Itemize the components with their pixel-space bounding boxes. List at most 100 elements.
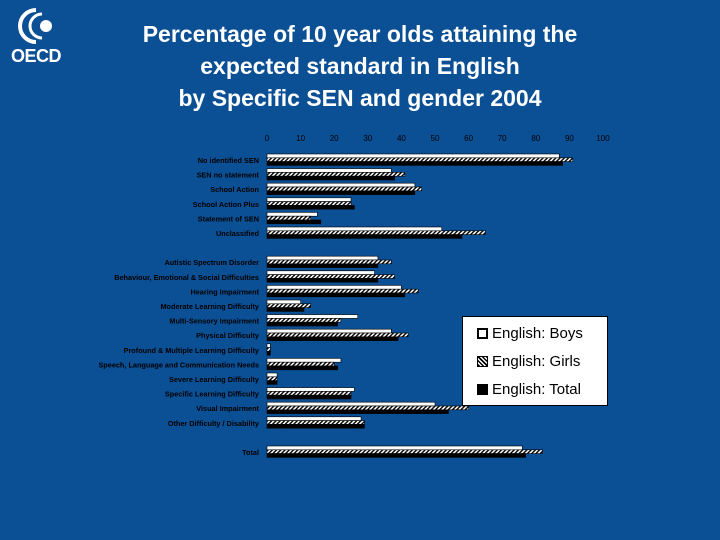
- bar-boys: [266, 343, 271, 348]
- bar-boys: [266, 270, 375, 275]
- bar-boys: [266, 387, 355, 392]
- bar-boys: [266, 445, 523, 451]
- bar-girls: [266, 347, 271, 352]
- chart-title-line-1: Percentage of 10 year olds attaining the: [142, 21, 578, 47]
- bar-total: [266, 453, 527, 458]
- bar-girls: [266, 288, 419, 294]
- bar-boys: [266, 299, 301, 305]
- category-label: Hearing Impairment: [190, 287, 259, 296]
- x-tick-label: 100: [596, 134, 610, 143]
- legend-swatch-boys: [477, 328, 488, 339]
- category-label: Moderate Learning Difficulty: [160, 302, 259, 311]
- bar-boys: [266, 255, 379, 261]
- oecd-logo: OECD: [8, 8, 64, 68]
- bar-girls: [266, 172, 406, 177]
- bar-boys: [266, 197, 352, 202]
- legend-label-girls: English: Girls: [492, 353, 581, 370]
- bar-girls: [266, 420, 365, 425]
- bar-total: [266, 161, 563, 166]
- x-tick-label: 0: [265, 134, 270, 143]
- x-axis-tick-labels: 0 10 20 30 40 50 60 70 80 90 100: [265, 134, 610, 143]
- bar-boys: [266, 358, 342, 363]
- x-tick-label: 40: [397, 134, 406, 143]
- bar-total: [266, 175, 395, 181]
- bar-boys: [266, 285, 402, 290]
- bars: [266, 153, 574, 458]
- legend-swatch-total: [477, 384, 488, 395]
- category-label: Total: [242, 448, 259, 457]
- bar-boys: [266, 153, 560, 159]
- x-tick-label: 80: [531, 134, 540, 143]
- bar-girls: [266, 318, 342, 323]
- bar-girls: [266, 361, 335, 367]
- bar-girls: [266, 449, 543, 454]
- category-label: Statement of SEN: [198, 214, 259, 223]
- bar-girls: [266, 376, 278, 381]
- bar-girls: [266, 215, 311, 221]
- legend: English: Boys English: Girls English: To…: [462, 316, 608, 406]
- bar-total: [266, 424, 365, 429]
- x-tick-label: 90: [565, 134, 574, 143]
- x-tick-label: 30: [363, 134, 372, 143]
- bar-total: [266, 336, 399, 341]
- bar-boys: [266, 314, 359, 319]
- category-label: Physical Difficulty: [196, 331, 260, 340]
- bar-boys: [266, 372, 278, 378]
- bar-total: [266, 205, 355, 210]
- category-label: Behaviour, Emotional & Social Difficulti…: [114, 273, 259, 282]
- bar-girls: [266, 230, 486, 235]
- category-label: Specific Learning Difficulty: [165, 390, 260, 399]
- category-label: Visual Impairment: [196, 404, 259, 413]
- chart-title-line-2: expected standard in English: [200, 53, 520, 79]
- bar-girls: [266, 157, 574, 162]
- bar-girls: [266, 303, 311, 308]
- oecd-emblem-icon: [18, 8, 52, 44]
- category-label: Autistic Spectrum Disorder: [165, 258, 260, 267]
- category-labels: No identified SEN SEN no statement School …: [98, 156, 259, 457]
- bar-boys: [266, 328, 392, 334]
- legend-item-boys: English: Boys: [477, 325, 583, 342]
- x-tick-label: 20: [330, 134, 339, 143]
- legend-swatch-girls: [477, 356, 488, 367]
- bar-total: [266, 292, 406, 298]
- x-tick-label: 50: [431, 134, 440, 143]
- x-tick-label: 10: [296, 134, 305, 143]
- legend-label-boys: English: Boys: [492, 325, 583, 342]
- category-label: School Action Plus: [193, 200, 259, 209]
- bar-boys: [266, 182, 416, 188]
- category-label: Multi-Sensory Impairment: [169, 317, 259, 326]
- category-label: Profound & Multiple Learning Difficulty: [124, 346, 260, 355]
- bar-total: [266, 307, 305, 312]
- bar-girls: [266, 405, 469, 411]
- bar-girls: [266, 391, 352, 396]
- bar-total: [266, 409, 449, 414]
- bar-total: [266, 219, 322, 225]
- chart-title-line-3: by Specific SEN and gender 2004: [178, 85, 542, 111]
- bar-girls: [266, 274, 395, 279]
- legend-item-total: English: Total: [477, 381, 581, 398]
- category-label: No identified SEN: [198, 156, 259, 165]
- category-label: Severe Learning Difficulty: [169, 375, 260, 384]
- x-tick-label: 60: [464, 134, 473, 143]
- bar-boys: [266, 416, 362, 421]
- bar-total: [266, 321, 338, 327]
- category-label: Speech, Language and Communication Needs: [98, 360, 259, 369]
- bar-total: [266, 365, 338, 371]
- category-label: Unclassified: [216, 229, 259, 238]
- bar-boys: [266, 401, 436, 407]
- legend-label-total: English: Total: [492, 381, 581, 398]
- category-label: SEN no statement: [197, 171, 260, 180]
- bar-girls: [266, 259, 392, 265]
- category-label: School Action: [210, 185, 259, 194]
- bar-total: [266, 380, 278, 385]
- bar-girls: [266, 201, 352, 206]
- bar-girls: [266, 332, 409, 338]
- bar-boys: [266, 226, 443, 232]
- bar-girls: [266, 186, 422, 192]
- bar-total: [266, 351, 271, 356]
- bar-total: [266, 278, 379, 283]
- oecd-logo-text: OECD: [10, 46, 62, 66]
- chart-title: Percentage of 10 year olds attaining the…: [90, 18, 630, 114]
- bar-boys: [266, 168, 392, 173]
